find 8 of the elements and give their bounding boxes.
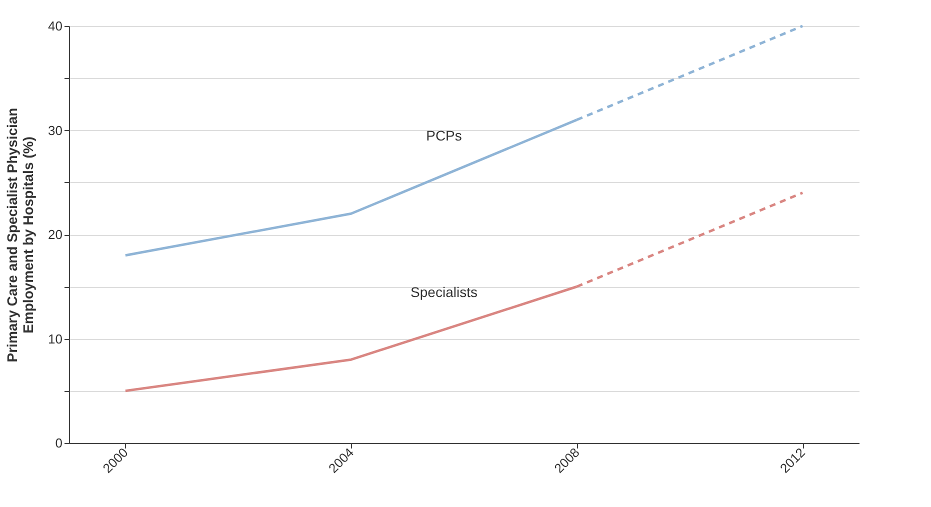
series-label: PCPs [426,128,462,144]
y-axis-title: Primary Care and Specialist Physician Employment by Hospitals (%) [4,108,36,362]
y-tick-label: 20 [48,227,62,242]
y-tick-label: 30 [48,122,62,138]
y-tick-label: 0 [55,436,62,450]
y-tick-label: 40 [48,18,62,34]
y-tick-label: 10 [48,331,62,346]
series-label: Specialists [410,284,478,300]
